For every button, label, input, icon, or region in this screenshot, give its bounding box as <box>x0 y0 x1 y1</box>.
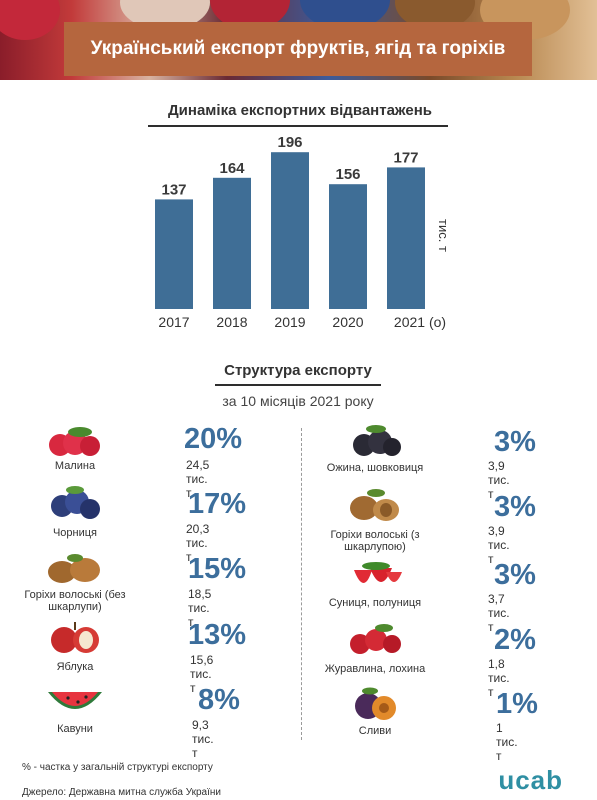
y-axis-unit-label: тис. т <box>436 219 451 252</box>
x-tick-label: 2020 <box>332 314 363 330</box>
bar-value-label: 156 <box>335 166 360 183</box>
walnut-icon <box>40 548 110 588</box>
bar-2021 (о) <box>387 167 425 309</box>
item-name: Горіхи волоські (з шкарлупою) <box>330 529 420 553</box>
bar-value-label: 137 <box>161 181 186 198</box>
item-name: Чорниця <box>52 527 98 539</box>
page-title: Український експорт фруктів, ягід та гор… <box>90 38 506 59</box>
item-amount: 1,8 тис. т <box>488 657 510 699</box>
chart-title-underline <box>148 125 448 127</box>
item-name: Кавуни <box>57 723 93 735</box>
blackberry-icon <box>340 422 410 462</box>
bar-2018 <box>213 177 251 309</box>
column-divider <box>301 428 302 740</box>
raspberry-icon <box>40 423 110 463</box>
structure-title-underline <box>215 384 381 386</box>
item-amount: 3,7 тис. т <box>488 592 510 634</box>
x-tick-label: 2017 <box>158 314 189 330</box>
item-percent: 15% <box>188 553 247 585</box>
item-name: Суниця, полуниця <box>328 597 422 609</box>
chart-section-title: Динаміка експортних відвантажень <box>168 102 432 119</box>
x-tick-label: 2021 (о) <box>394 314 446 330</box>
item-amount: 18,5 тис. т <box>188 587 212 629</box>
item-percent: 8% <box>198 684 240 716</box>
item-amount: 3,9 тис. т <box>488 524 510 566</box>
bar-value-label: 164 <box>219 160 245 177</box>
cranberry-icon <box>340 620 410 660</box>
bar-value-label: 196 <box>277 135 302 151</box>
item-percent: 3% <box>494 426 536 458</box>
bar-2019 <box>271 152 309 309</box>
strawberry-icon <box>340 556 410 596</box>
item-name: Горіхи волоські (без шкарлупи) <box>24 589 126 613</box>
apple-icon <box>40 618 110 658</box>
item-name: Ожина, шовковиця <box>326 462 424 474</box>
item-percent: 17% <box>188 488 247 520</box>
item-percent: 1% <box>496 688 538 720</box>
bar-2017 <box>155 199 193 309</box>
item-amount: 1 тис. т <box>496 721 518 763</box>
x-tick-label: 2019 <box>274 314 305 330</box>
item-name: Журавлина, лохина <box>324 663 426 675</box>
bar-value-label: 177 <box>393 149 418 166</box>
item-amount: 9,3 тис. т <box>192 718 214 760</box>
structure-title: Структура експорту <box>224 362 372 379</box>
item-percent: 13% <box>188 619 247 651</box>
bar-2020 <box>329 184 367 309</box>
item-percent: 3% <box>494 491 536 523</box>
item-percent: 3% <box>494 559 536 591</box>
item-amount: 20,3 тис. т <box>186 522 210 564</box>
footnote: % - частка у загальній структурі експорт… <box>22 762 213 773</box>
item-percent: 2% <box>494 624 536 656</box>
ucab-logo: ucab <box>498 765 563 795</box>
structure-subtitle: за 10 місяців 2021 року <box>222 393 374 409</box>
item-amount: 15,6 тис. т <box>190 653 214 695</box>
item-percent: 20% <box>184 423 243 455</box>
walnut-shell-icon <box>340 486 410 526</box>
item-amount: 24,5 тис. т <box>186 458 210 500</box>
x-tick-label: 2018 <box>216 314 247 330</box>
item-amount: 3,9 тис. т <box>488 459 510 501</box>
item-name: Сливи <box>358 725 392 737</box>
plum-icon <box>340 684 410 724</box>
source-note: Джерело: Державна митна служба України <box>22 787 221 798</box>
watermelon-icon <box>40 682 110 722</box>
page-title-box: Український експорт фруктів, ягід та гор… <box>64 22 532 76</box>
blueberry-icon <box>40 484 110 524</box>
item-name: Малина <box>54 460 96 472</box>
item-name: Яблука <box>56 661 94 673</box>
